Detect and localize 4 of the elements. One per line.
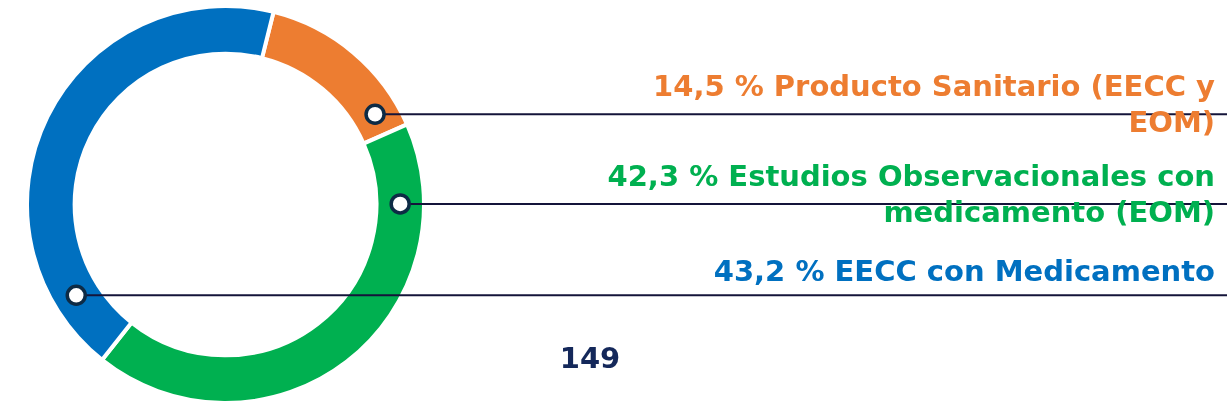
text: 149 — [559, 341, 621, 375]
slice-label: 43,2 % EECC con Medicamento — [713, 254, 1215, 289]
slice-label: 14,5 % Producto Sanitario (EECC y EOM) — [653, 69, 1216, 140]
slice-label: 42,3 % Estudios Observacionales con medicamento (EOM) — [607, 158, 1215, 229]
